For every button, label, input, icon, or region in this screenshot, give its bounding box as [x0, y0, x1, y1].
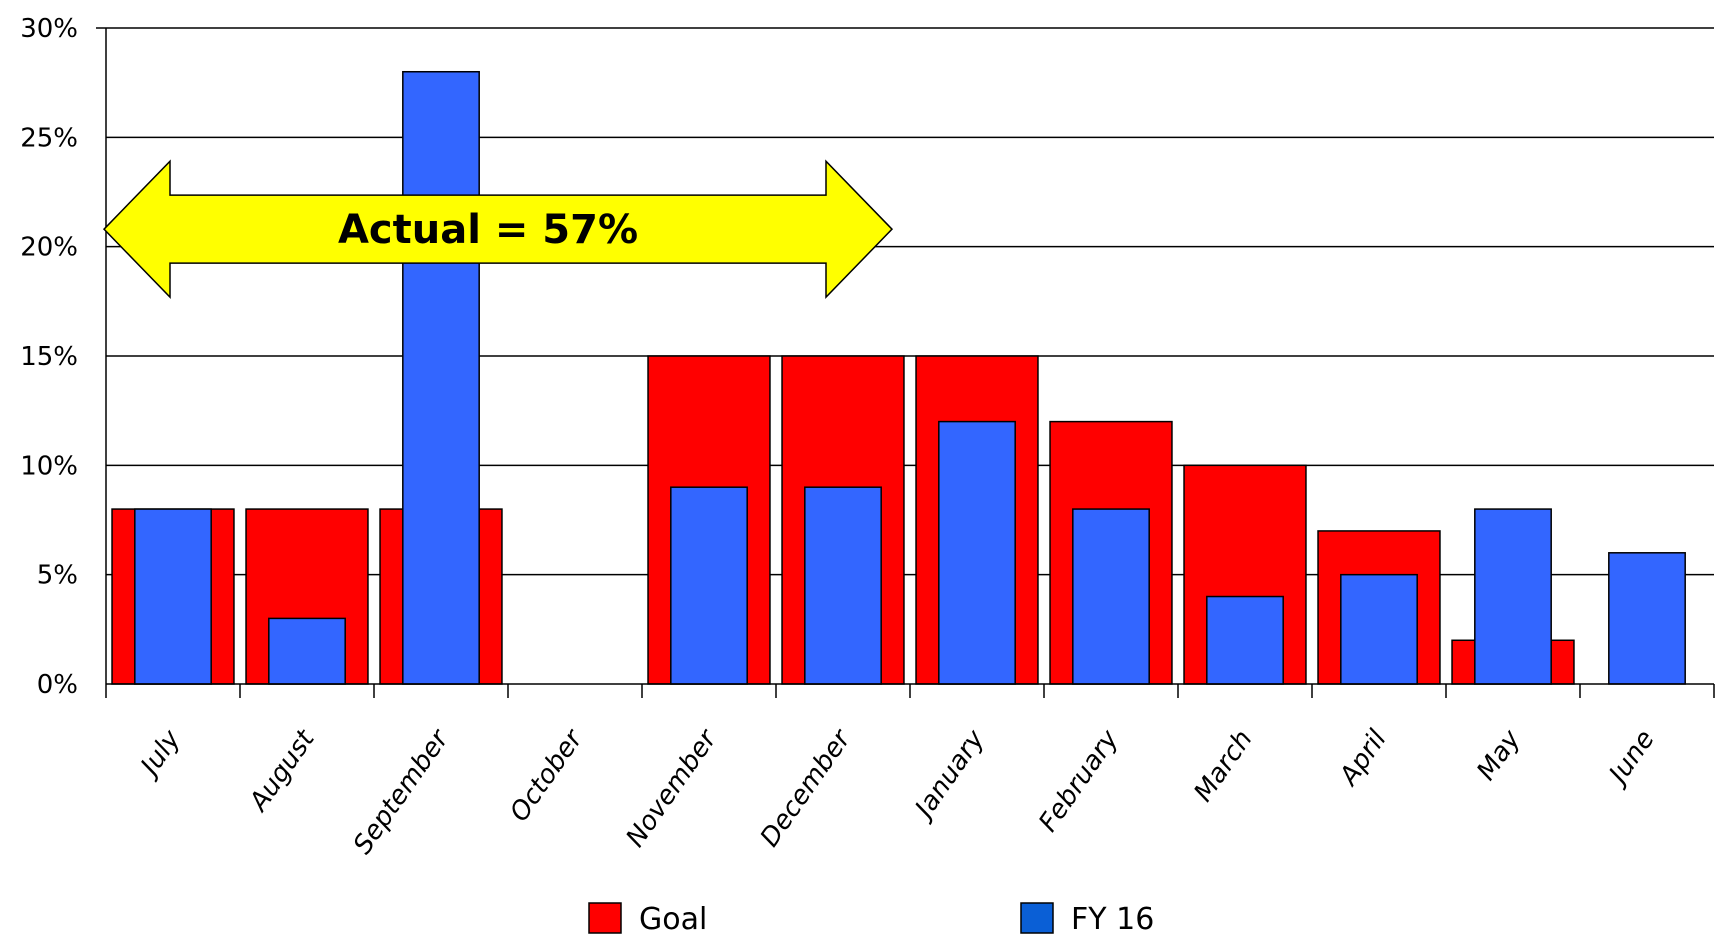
bar-fy16: [1340, 573, 1418, 685]
legend-swatch: [1020, 902, 1054, 934]
x-tick-label: October: [504, 723, 590, 827]
y-tick-labels: 0% 5% 10% 15% 20% 25% 30%: [20, 14, 78, 700]
bar-fy16: [804, 486, 882, 685]
x-tick-label: July: [132, 724, 187, 784]
bar-fy16: [1072, 508, 1150, 685]
goal-bars: [111, 355, 1575, 685]
y-tick-label: 20%: [20, 233, 78, 263]
y-tick-label: 15%: [20, 342, 78, 372]
x-tick-label: September: [348, 723, 456, 860]
y-tick-label: 10%: [20, 451, 78, 481]
legend-label: FY 16: [1071, 902, 1154, 937]
bar-fy16: [268, 617, 346, 685]
x-tick-label: December: [755, 723, 858, 853]
x-tick-labels: July August September October November Decemb…: [132, 723, 1660, 860]
annotation-arrow: [102, 159, 894, 300]
gridlines: [106, 27, 1714, 576]
bar-fy16: [1474, 508, 1552, 685]
y-tick-label: 30%: [20, 14, 78, 44]
x-tick-label: January: [907, 724, 991, 827]
x-tick-label: April: [1333, 724, 1393, 792]
bar-fy16: [134, 508, 212, 685]
x-tick-label: February: [1033, 724, 1125, 837]
legend-swatch: [588, 902, 622, 934]
legend-label: Goal: [639, 902, 707, 937]
annotation: Actual = 57%: [102, 159, 894, 300]
x-tick-label: August: [243, 724, 321, 818]
axes: [96, 27, 1715, 698]
bar-fy16: [402, 70, 480, 685]
y-tick-label: 5%: [37, 561, 78, 591]
y-tick-label: 25%: [20, 123, 78, 153]
bar-fy16: [1206, 595, 1284, 685]
legend: Goal FY 16: [588, 902, 1154, 937]
x-tick-label: May: [1471, 724, 1527, 786]
x-tick-label: March: [1188, 725, 1258, 808]
x-tick-label: June: [1601, 725, 1661, 793]
bar-fy16: [938, 420, 1016, 685]
fy16-bars: [134, 70, 1686, 685]
annotation-label: Actual = 57%: [338, 207, 638, 253]
y-tick-label: 0%: [37, 670, 78, 700]
bar-fy16: [670, 486, 748, 685]
bar-fy16: [1608, 552, 1686, 685]
x-tick-label: November: [621, 723, 724, 853]
